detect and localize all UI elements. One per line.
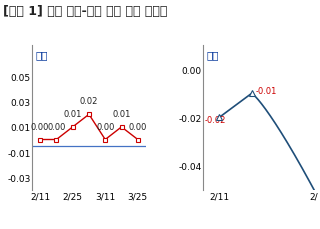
Text: 0.00: 0.00 [31,122,49,131]
Text: 0.00: 0.00 [47,122,66,131]
Text: 0.00: 0.00 [96,122,115,131]
Text: -0.02: -0.02 [204,116,226,125]
Text: 0.01: 0.01 [63,110,82,119]
Text: 전세: 전세 [206,50,219,60]
Text: 0.02: 0.02 [80,97,98,106]
Text: 0.01: 0.01 [112,110,131,119]
Text: [그림 1] 서울 매매-전세 주간 가격 변동률: [그림 1] 서울 매매-전세 주간 가격 변동률 [3,5,168,18]
Text: 매매: 매매 [36,50,48,60]
Text: 0.00: 0.00 [129,122,147,131]
Text: -0.01: -0.01 [256,87,277,96]
